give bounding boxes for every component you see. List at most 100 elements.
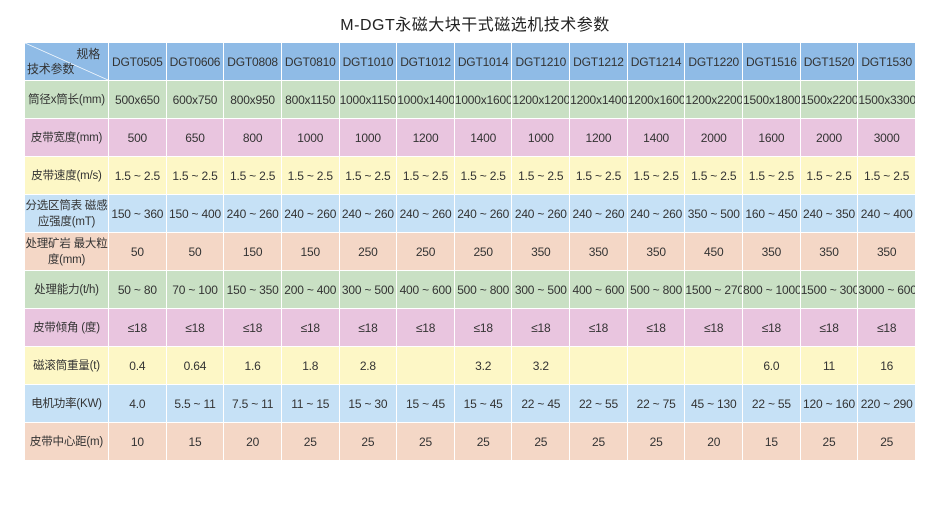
table-cell: 1.5 ~ 2.5: [165, 156, 225, 195]
table-cell: 300 ~ 500: [338, 270, 398, 309]
table-cell: 450: [684, 232, 744, 271]
table-cell: [569, 346, 628, 385]
table-cell: 1.5 ~ 2.5: [280, 156, 340, 195]
model-header-cell: DGT1530: [857, 42, 916, 81]
model-header-cell: DGT1520: [799, 42, 859, 81]
table-cell: 25: [626, 422, 686, 461]
table-cell: 50 ~ 80: [108, 270, 167, 309]
model-header-cell: DGT1220: [684, 42, 744, 81]
table-cell: ≤18: [857, 308, 916, 347]
model-header-cell: DGT1516: [742, 42, 801, 81]
table-cell: 1.8: [280, 346, 340, 385]
table-row: 皮带中心距(m) 10 15 20 25 25 25 25 25 25 25 20 15 25 25: [24, 422, 916, 461]
table-cell: 22 ~ 55: [742, 384, 801, 423]
corner-param-label: 技术参数: [27, 62, 75, 76]
table-cell: 1200x1600: [626, 80, 686, 119]
table-cell: 400 ~ 600: [569, 270, 628, 309]
table-cell: 800 ~ 1000: [742, 270, 801, 309]
row-label: 皮带速度(m/s): [24, 156, 109, 195]
table-cell: ≤18: [338, 308, 398, 347]
table-cell: 1000: [280, 118, 340, 157]
table-cell: 45 ~ 130: [684, 384, 744, 423]
table-cell: 50: [165, 232, 225, 271]
table-cell: 25: [338, 422, 398, 461]
table-cell: 50: [108, 232, 167, 271]
model-header-cell: DGT1214: [626, 42, 686, 81]
table-cell: 1500x1800: [742, 80, 801, 119]
table-cell: [396, 346, 455, 385]
table-cell: 22 ~ 75: [626, 384, 686, 423]
table-cell: 800: [223, 118, 282, 157]
table-cell: 1200x2200: [684, 80, 744, 119]
row-label: 分选区筒表 磁感应强度(mT): [24, 194, 109, 233]
table-cell: 150: [280, 232, 340, 271]
table-cell: 1.6: [223, 346, 282, 385]
table-cell: 0.4: [108, 346, 167, 385]
table-cell: ≤18: [223, 308, 282, 347]
table-cell: 1000x1600: [453, 80, 513, 119]
table-cell: 70 ~ 100: [165, 270, 225, 309]
table-cell: ≤18: [108, 308, 167, 347]
table-cell: 1.5 ~ 2.5: [569, 156, 628, 195]
row-label: 皮带中心距(m): [24, 422, 109, 461]
table-cell: 240 ~ 260: [453, 194, 513, 233]
table-cell: 800x1150: [280, 80, 340, 119]
table-row: 分选区筒表 磁感应强度(mT) 150 ~ 360 150 ~ 400 240 ~ 2…: [24, 194, 916, 233]
row-label: 处理矿岩 最大粒度(mm): [24, 232, 109, 271]
table-row: 皮带速度(m/s) 1.5 ~ 2.5 1.5 ~ 2.5 1.5 ~ 2.5 1.5 …: [24, 156, 916, 195]
table-cell: 1500 ~ 2700: [684, 270, 744, 309]
table-cell: 25: [569, 422, 628, 461]
table-cell: 0.64: [165, 346, 225, 385]
table-cell: 25: [396, 422, 455, 461]
table-cell: 15: [742, 422, 801, 461]
table-cell: 1600: [742, 118, 801, 157]
table-cell: 240 ~ 350: [799, 194, 859, 233]
table-cell: 16: [857, 346, 916, 385]
model-header-cell: DGT1210: [511, 42, 571, 81]
table-row: 皮带倾角 (度) ≤18 ≤18 ≤18 ≤18 ≤18 ≤18 ≤18 ≤18 ≤18 ≤18 ≤1…: [24, 308, 916, 347]
table-cell: 350: [511, 232, 571, 271]
table-cell: 1.5 ~ 2.5: [223, 156, 282, 195]
table-cell: 500 ~ 800: [453, 270, 513, 309]
table-cell: 500x650: [108, 80, 167, 119]
table-cell: 1500x3300: [857, 80, 916, 119]
row-label: 筒径x筒长(mm): [24, 80, 109, 119]
table-cell: ≤18: [165, 308, 225, 347]
table-cell: 3000 ~ 6000: [857, 270, 916, 309]
table-cell: ≤18: [684, 308, 744, 347]
table-cell: 350 ~ 500: [684, 194, 744, 233]
model-header-cell: DGT0810: [280, 42, 340, 81]
table-cell: 15 ~ 30: [338, 384, 398, 423]
table-cell: 2000: [684, 118, 744, 157]
table-cell: 1200x1200: [511, 80, 571, 119]
table-cell: 1400: [453, 118, 513, 157]
header-row: 规格 技术参数 DGT0505 DGT0606 DGT0808 DGT0810 DGT1…: [24, 42, 916, 81]
table-cell: 20: [223, 422, 282, 461]
table-cell: 250: [453, 232, 513, 271]
table-cell: 25: [453, 422, 513, 461]
table-cell: 240 ~ 260: [338, 194, 398, 233]
table-cell: 240 ~ 260: [511, 194, 571, 233]
table-cell: 240 ~ 260: [626, 194, 686, 233]
table-cell: 1.5 ~ 2.5: [108, 156, 167, 195]
spec-table: 规格 技术参数 DGT0505 DGT0606 DGT0808 DGT0810 DGT1…: [24, 42, 916, 461]
table-cell: 11: [799, 346, 859, 385]
row-label: 电机功率(KW): [24, 384, 109, 423]
table-cell: 3000: [857, 118, 916, 157]
table-cell: 200 ~ 400: [280, 270, 340, 309]
table-cell: 4.0: [108, 384, 167, 423]
model-header-cell: DGT1014: [453, 42, 513, 81]
table-cell: 1.5 ~ 2.5: [453, 156, 513, 195]
table-cell: 1200: [396, 118, 455, 157]
table-cell: 6.0: [742, 346, 801, 385]
table-cell: ≤18: [626, 308, 686, 347]
row-label: 磁滚筒重量(t): [24, 346, 109, 385]
model-header-cell: DGT1010: [338, 42, 398, 81]
table-row: 处理矿岩 最大粒度(mm) 50 50 150 150 250 250 250 350 350 35…: [24, 232, 916, 271]
table-cell: 350: [626, 232, 686, 271]
table-cell: 25: [280, 422, 340, 461]
table-cell: 11 ~ 15: [280, 384, 340, 423]
diagonal-divider: [25, 43, 108, 80]
page-title: M-DGT永磁大块干式磁选机技术参数: [340, 17, 610, 34]
table-cell: 1.5 ~ 2.5: [396, 156, 455, 195]
